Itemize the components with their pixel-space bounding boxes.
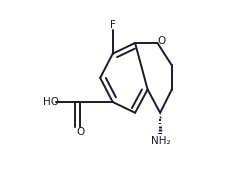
Text: HO: HO <box>43 97 59 107</box>
Text: F: F <box>110 20 116 30</box>
Text: O: O <box>157 36 166 46</box>
Text: NH₂: NH₂ <box>151 136 171 146</box>
Text: O: O <box>76 127 85 137</box>
